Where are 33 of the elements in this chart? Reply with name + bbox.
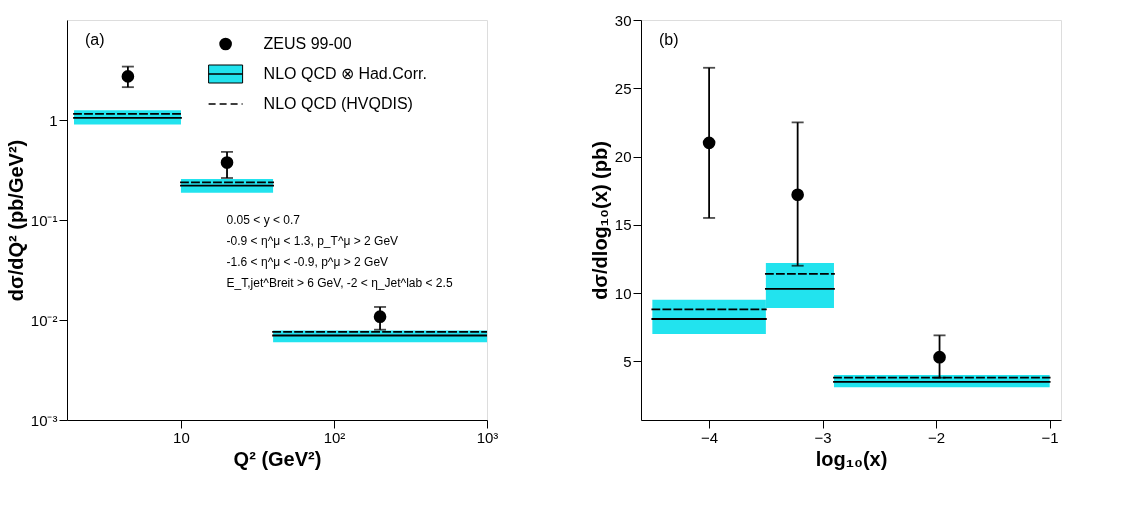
x-axis-title: log₁₀(x) — [815, 447, 888, 470]
y-tick-label: 5 — [623, 352, 632, 370]
y-tick-label: 15 — [614, 216, 632, 234]
y-axis-title: dσ/dQ² (pb/GeV²) — [4, 139, 27, 302]
annotation: E_T,jet^Breit > 6 GeV, -2 < η_Jet^lab < 2.5 — [226, 276, 453, 290]
y-axis-title: dσ/dlog₁₀(x) (pb) — [588, 141, 611, 300]
y-tick-label: 10⁻¹ — [30, 211, 58, 229]
x-tick-label: 10³ — [476, 428, 499, 446]
y-tick-label: 25 — [614, 79, 632, 97]
annotation: (b) — [659, 31, 679, 48]
y-tick-label: 1 — [49, 111, 58, 129]
legend-label: ZEUS 99-00 — [263, 35, 352, 52]
y-tick-label: 10⁻³ — [30, 411, 58, 429]
annotation: -1.6 < η^μ < -0.9, p^μ > 2 GeV — [226, 255, 389, 269]
annotation: -0.9 < η^μ < 1.3, p_T^μ > 2 GeV — [226, 234, 399, 248]
x-tick-label: 10² — [323, 428, 346, 446]
annotation: (a) — [85, 31, 105, 48]
y-tick-label: 10⁻² — [30, 311, 58, 329]
y-tick-label: 30 — [614, 11, 632, 29]
x-tick-label: −4 — [701, 428, 719, 446]
point — [791, 188, 804, 202]
legend-label: NLO QCD ⊗ Had.Corr. — [263, 65, 427, 82]
x-tick-label: −2 — [928, 428, 946, 446]
x-tick-label: −1 — [1041, 428, 1059, 446]
x-axis-title: Q² (GeV²) — [233, 447, 322, 470]
point — [933, 350, 946, 364]
x-tick-label: 10 — [173, 428, 190, 446]
legend-label: NLO QCD (HVQDIS) — [263, 95, 413, 112]
x-tick-label: −3 — [814, 428, 832, 446]
y-tick-label: 10 — [614, 284, 632, 302]
y-tick-label: 20 — [614, 148, 632, 166]
annotation: 0.05 < y < 0.7 — [226, 213, 301, 227]
point — [702, 136, 716, 150]
